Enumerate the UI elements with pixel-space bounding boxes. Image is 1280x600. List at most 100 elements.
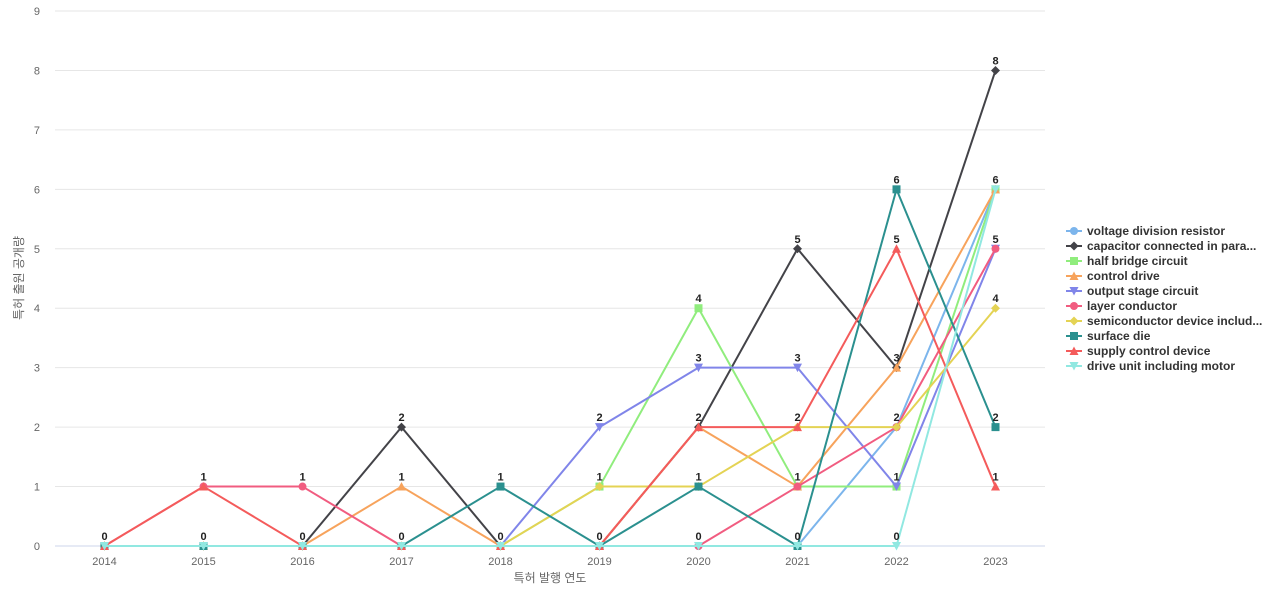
y-tick-label: 9 [34, 6, 40, 18]
x-tick-label: 2021 [785, 556, 809, 568]
data-label: 0 [893, 531, 899, 543]
legend-label: control drive [1087, 269, 1160, 283]
data-label: 0 [398, 531, 404, 543]
x-tick-label: 2015 [191, 556, 215, 568]
data-label: 6 [893, 174, 899, 186]
data-point [892, 542, 901, 551]
grid [55, 10, 1045, 547]
data-label: 5 [992, 234, 998, 246]
data-label: 6 [992, 174, 998, 186]
data-label: 1 [200, 472, 206, 484]
x-tick-label: 2018 [488, 556, 512, 568]
y-tick-label: 4 [34, 303, 40, 315]
data-label: 0 [101, 531, 107, 543]
legend-item[interactable]: half bridge circuit [1066, 254, 1188, 268]
data-point [298, 542, 307, 551]
data-label: 2 [992, 412, 998, 424]
legend-label: semiconductor device includ... [1087, 314, 1262, 328]
data-label: 0 [794, 531, 800, 543]
data-point [892, 363, 901, 372]
data-label: 5 [893, 234, 899, 246]
legend-item[interactable]: drive unit including motor [1066, 359, 1235, 373]
data-label: 4 [695, 293, 702, 305]
legend-item[interactable]: semiconductor device includ... [1066, 314, 1262, 328]
data-point [991, 244, 1000, 253]
x-axis-title: 특허 발행 연도 [514, 570, 587, 585]
x-tick-label: 2023 [983, 556, 1007, 568]
data-label: 1 [992, 472, 998, 484]
data-point [199, 542, 208, 551]
data-label: 2 [596, 412, 602, 424]
legend-item[interactable]: layer conductor [1066, 299, 1177, 313]
data-label: 2 [893, 412, 899, 424]
series-line [103, 247, 997, 547]
x-tick-label: 2020 [686, 556, 710, 568]
data-point [595, 482, 604, 492]
data-point [694, 542, 703, 551]
data-point [199, 482, 208, 491]
data-point [892, 244, 901, 253]
data-point [694, 363, 703, 373]
series-5[interactable] [100, 244, 1000, 550]
data-label: 8 [992, 55, 998, 67]
data-point [991, 423, 1000, 432]
legend-marker [1069, 316, 1079, 326]
data-point [991, 482, 1000, 491]
data-point [595, 542, 604, 551]
legend-item[interactable]: supply control device [1066, 344, 1211, 358]
data-point [793, 542, 802, 551]
data-label: 0 [695, 531, 701, 543]
data-point [793, 422, 802, 432]
legend-item[interactable]: voltage division resistor [1066, 224, 1225, 238]
legend-marker [1070, 227, 1078, 235]
series-lines [100, 65, 1000, 551]
series-line [104, 189, 997, 547]
legend-marker [1070, 302, 1078, 310]
data-point [496, 542, 505, 551]
series-8[interactable] [100, 244, 1000, 550]
data-label: 2 [398, 412, 404, 424]
x-tick-label: 2016 [290, 556, 314, 568]
y-tick-label: 2 [34, 422, 40, 434]
y-tick-label: 8 [34, 65, 40, 77]
legend-label: drive unit including motor [1087, 359, 1235, 373]
legend-marker [1070, 332, 1078, 340]
data-point [298, 482, 307, 491]
legend-label: voltage division resistor [1087, 224, 1225, 238]
y-axis-title: 특허 출원 공개량 [12, 236, 26, 320]
y-tick-label: 5 [34, 244, 40, 256]
legend-item[interactable]: control drive [1066, 269, 1160, 283]
data-point [397, 542, 406, 551]
data-point [793, 363, 802, 373]
legend-item[interactable]: capacitor connected in para... [1066, 239, 1256, 253]
data-point [496, 482, 505, 491]
legend-marker [1069, 346, 1079, 355]
data-point [892, 482, 901, 492]
data-label: 1 [695, 472, 701, 484]
data-point [100, 542, 109, 551]
data-point [595, 423, 604, 432]
x-tick-label: 2017 [389, 556, 413, 568]
legend-item[interactable]: surface die [1066, 329, 1151, 343]
data-point [694, 482, 703, 491]
data-point [793, 244, 802, 254]
data-label: 2 [695, 412, 701, 424]
data-point [892, 422, 901, 432]
legend-label: surface die [1087, 329, 1151, 343]
legend-marker [1069, 362, 1079, 371]
data-label: 1 [893, 472, 899, 484]
data-label: 3 [794, 353, 800, 365]
series-9[interactable] [100, 185, 1000, 551]
data-label: 3 [695, 353, 701, 365]
y-tick-label: 7 [34, 125, 40, 137]
data-label: 1 [497, 472, 503, 484]
data-label: 0 [497, 531, 503, 543]
data-label: 1 [596, 472, 602, 484]
y-tick-label: 6 [34, 184, 40, 196]
data-point [397, 482, 406, 491]
legend-item[interactable]: output stage circuit [1066, 284, 1198, 298]
